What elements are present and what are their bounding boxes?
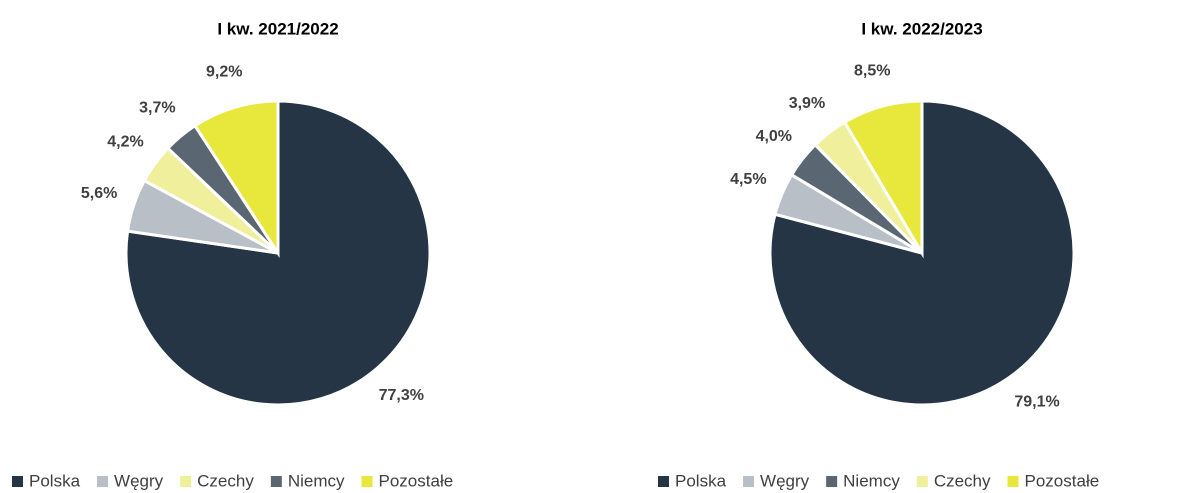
legend-label: Niemcy: [843, 471, 900, 490]
legend-label: Niemcy: [288, 471, 345, 490]
chart-title: I kw. 2022/2023: [861, 19, 982, 38]
legend-label: Czechy: [197, 471, 254, 490]
legend-swatch: [97, 476, 109, 487]
chart-title: I kw. 2021/2022: [217, 19, 338, 38]
data-label: 5,6%: [81, 185, 117, 202]
data-label: 3,7%: [139, 99, 175, 116]
legend-swatch: [743, 476, 755, 487]
legend-swatch: [1007, 476, 1019, 487]
legend-label: Pozostałe: [1025, 471, 1100, 490]
data-label: 9,2%: [206, 64, 242, 81]
data-label: 8,5%: [854, 62, 890, 79]
data-label: 3,9%: [789, 95, 825, 112]
legend-label: Polska: [29, 471, 81, 490]
pie-slice: [842, 99, 924, 259]
legend-swatch: [270, 476, 282, 487]
legend-swatch: [12, 476, 23, 487]
legend-label: Pozostałe: [379, 471, 454, 490]
legend-label: Węgry: [760, 471, 810, 490]
legend-label: Węgry: [114, 471, 164, 490]
data-label: 4,5%: [730, 171, 766, 188]
pie-slice: [124, 99, 432, 407]
legend-swatch: [826, 476, 838, 487]
legend-label: Czechy: [934, 471, 991, 490]
legend-swatch: [361, 476, 373, 487]
data-label: 4,0%: [756, 128, 792, 145]
legend-swatch: [916, 476, 928, 487]
legend-swatch: [180, 476, 192, 487]
legend-swatch: [658, 476, 669, 487]
data-label: 79,1%: [1014, 394, 1059, 411]
pie-slice: [768, 99, 1076, 407]
pie-slice: [192, 99, 280, 259]
legend-label: Polska: [675, 471, 727, 490]
data-label: 77,3%: [379, 387, 424, 404]
data-label: 4,2%: [107, 133, 143, 150]
